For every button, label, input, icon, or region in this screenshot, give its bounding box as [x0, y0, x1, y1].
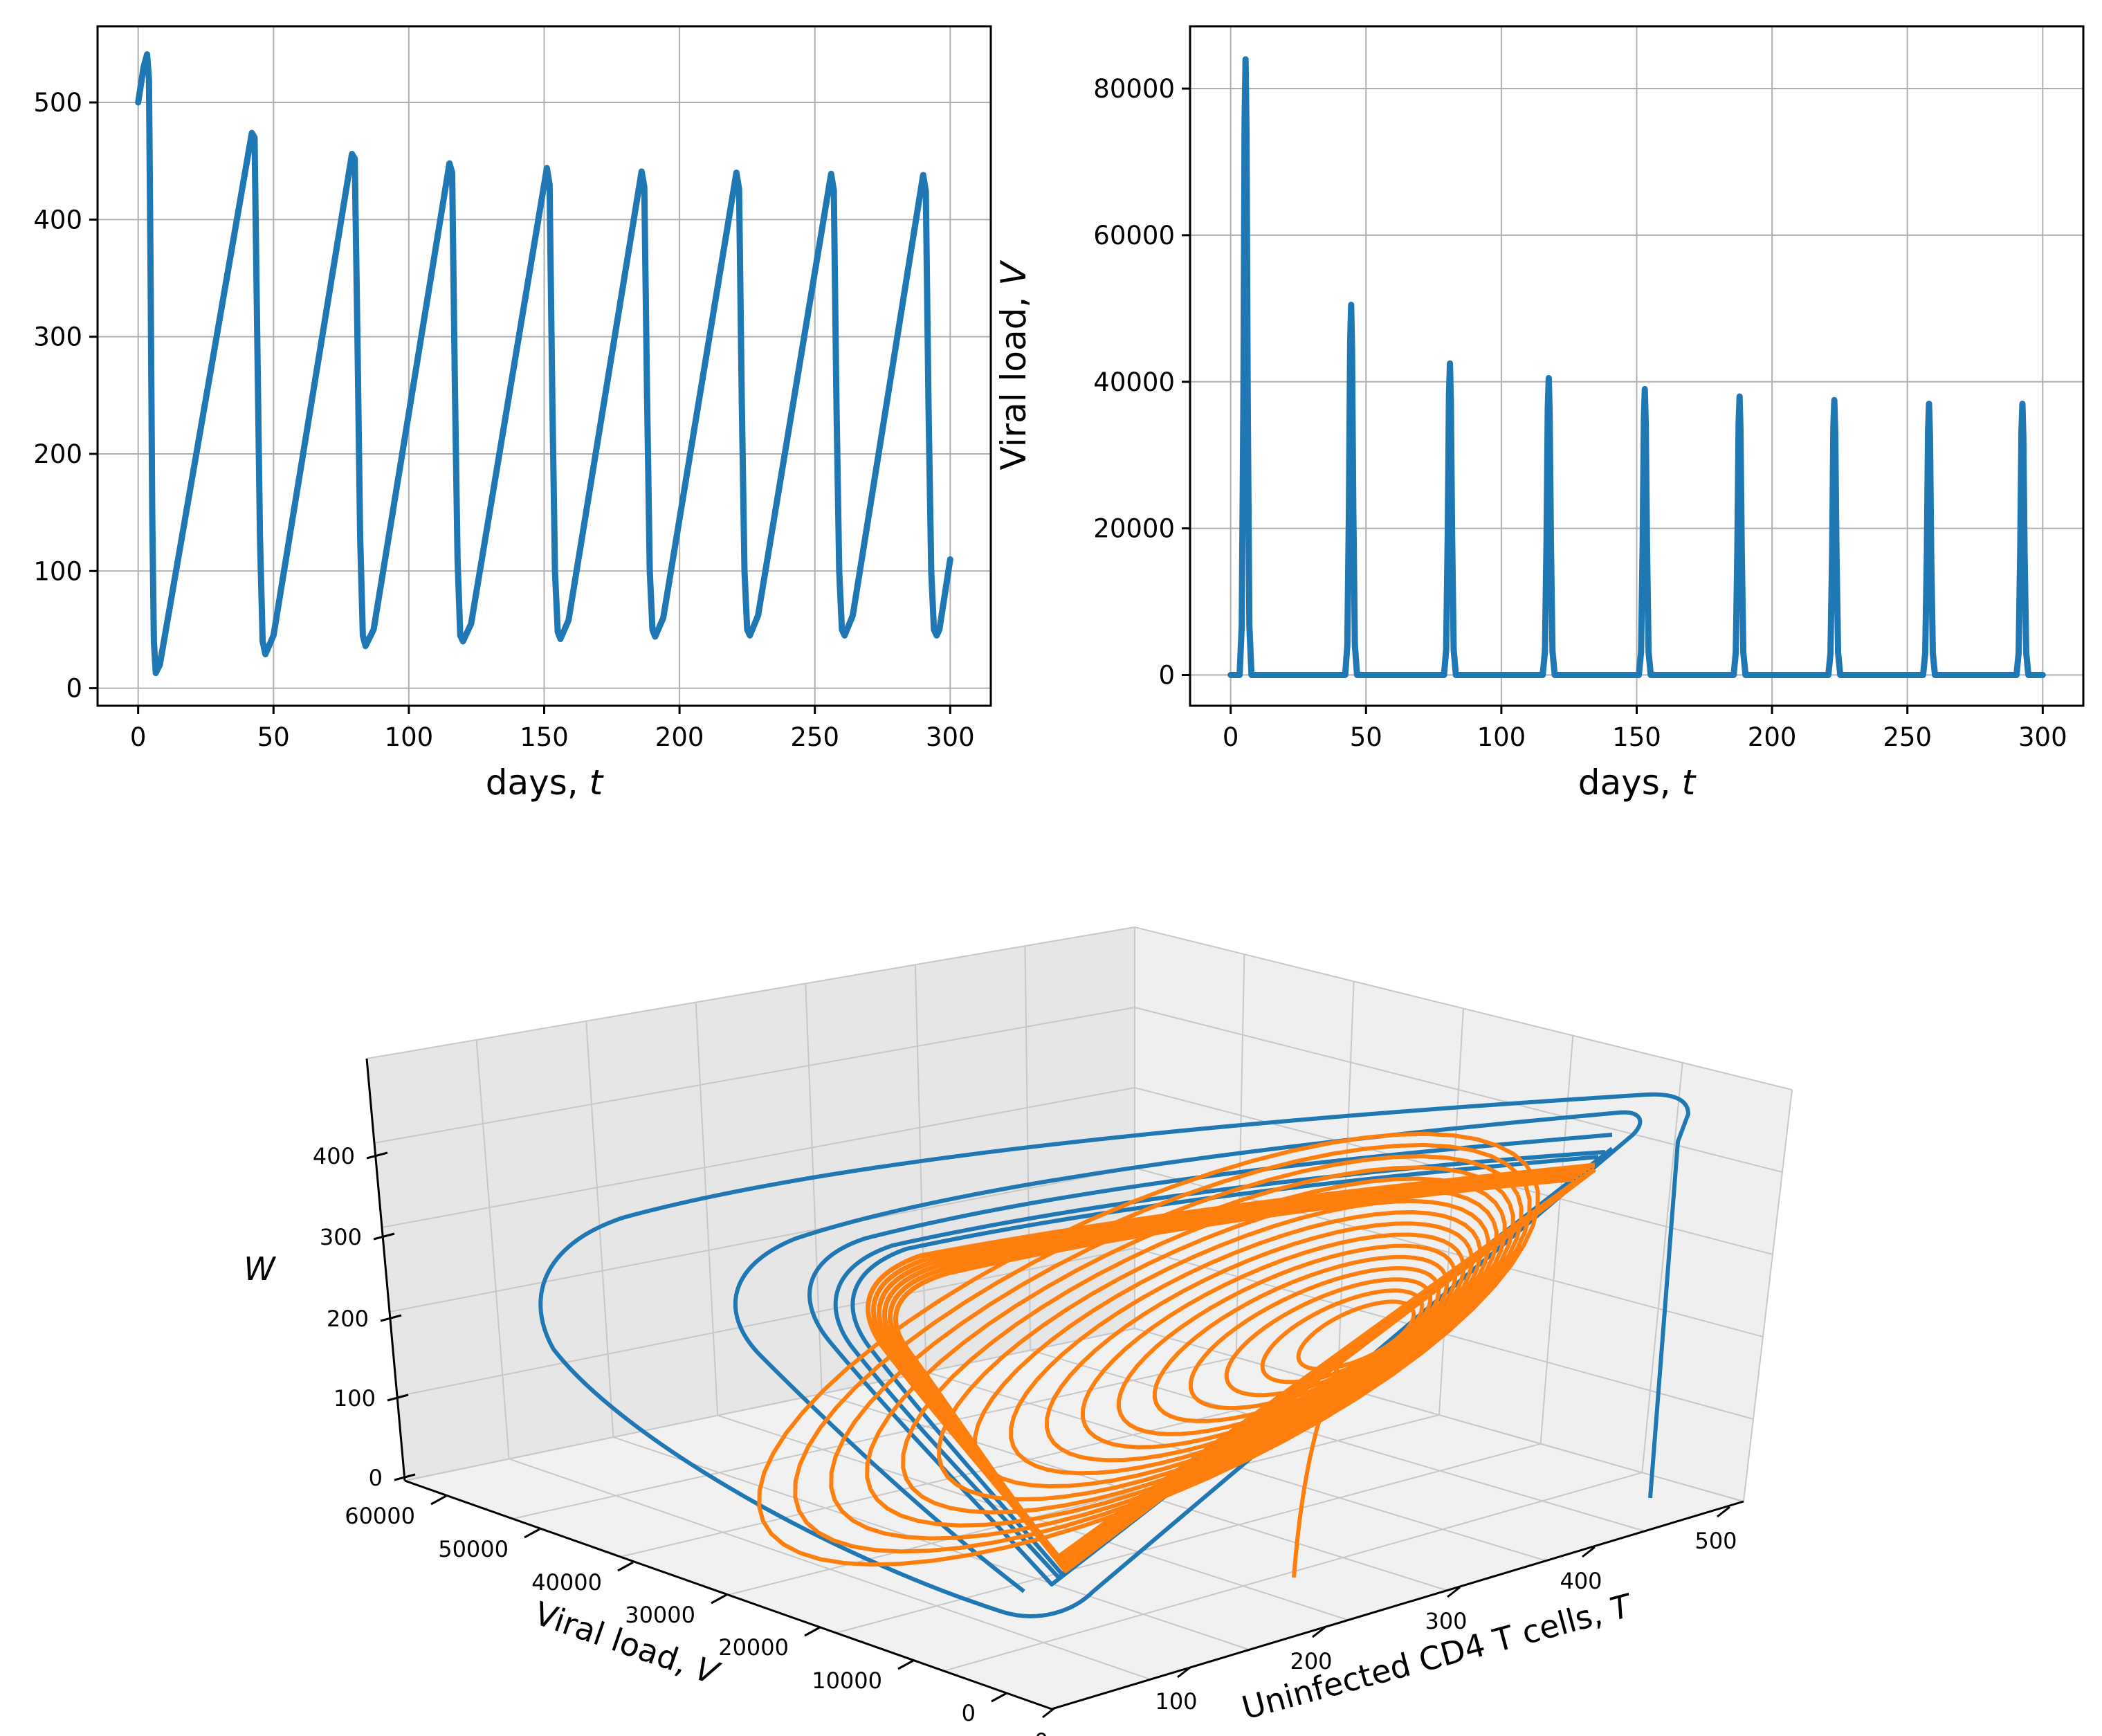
t-tick-label: 300 — [1425, 1608, 1467, 1634]
v-tick-label: 50000 — [438, 1536, 509, 1562]
z-tick-label: 100 — [333, 1385, 376, 1411]
y-tick-label: 60000 — [1093, 221, 1175, 250]
v-axis-line — [404, 1479, 1052, 1710]
z-tick-label: 200 — [327, 1306, 369, 1332]
t-axis-line — [1051, 1500, 1744, 1710]
x-tick-label: 300 — [2018, 722, 2067, 752]
t-tick-label: 400 — [1560, 1568, 1602, 1594]
grid-line — [404, 1328, 1135, 1481]
z-axis-line — [365, 1058, 406, 1481]
t-tick-label: 200 — [1290, 1648, 1332, 1674]
x-tick-label: 150 — [1612, 722, 1661, 752]
trajectory-2-start — [1292, 1355, 1344, 1578]
v-tick — [711, 1593, 727, 1605]
series-line — [135, 51, 953, 677]
y-tick-label: 500 — [33, 88, 82, 118]
y-tick-label: 200 — [33, 439, 82, 469]
x-tick-label: 150 — [520, 722, 569, 752]
t-tick — [1447, 1586, 1461, 1598]
grid-line — [1134, 1007, 1783, 1173]
v-tick-label: 60000 — [345, 1503, 415, 1529]
y-tick-label: 300 — [33, 322, 82, 352]
chart-3d-phase-portrait: 0 100 200 300 400 W 0 10000 20000 30000 40000 50000… — [244, 926, 1793, 1736]
x-axis-label: days, t — [1578, 762, 1697, 803]
y-axis-label: Viral load, V — [994, 259, 1034, 470]
grid-line — [1539, 1035, 1574, 1444]
y-tick-label: 80000 — [1093, 74, 1175, 104]
trajectory-1-line — [850, 1155, 1600, 1576]
v-tick — [524, 1528, 540, 1539]
t-tick — [1582, 1546, 1596, 1558]
v-tick-label: 40000 — [531, 1569, 602, 1596]
trajectory-2-loop — [757, 1131, 1540, 1567]
grid-line — [914, 965, 927, 1372]
grid-line — [1134, 926, 1793, 1090]
t-tick-label: 0 — [1034, 1728, 1048, 1736]
t-tick — [1312, 1626, 1326, 1638]
y-tick-label: 400 — [33, 205, 82, 235]
x-tick-label: 200 — [1748, 722, 1797, 752]
x-tick-label: 100 — [1477, 722, 1526, 752]
y-tick-label: 100 — [33, 556, 82, 586]
grid-line — [475, 1039, 510, 1459]
trajectory-1-line — [538, 1092, 1690, 1618]
grid-line — [374, 1007, 1135, 1144]
series-line — [1227, 56, 2046, 678]
z-tick — [387, 1394, 409, 1402]
grid-line — [1743, 1089, 1793, 1502]
v-tick — [617, 1561, 634, 1572]
y-tick-label: 0 — [66, 674, 82, 704]
t-tick-label: 100 — [1155, 1688, 1197, 1715]
z-tick-label: 300 — [320, 1224, 362, 1250]
x-tick-label: 250 — [1883, 722, 1932, 752]
chart-viral-load-over-time: 0 50 100 150 200 250 300 0 20000 40000 60000 80000 d… — [994, 25, 2085, 803]
y-tick-label: 20000 — [1093, 514, 1175, 544]
grid-line — [366, 926, 1135, 1059]
grid-line — [1641, 1062, 1683, 1473]
x-tick-label: 250 — [790, 722, 839, 752]
z-tick — [380, 1314, 402, 1322]
grid-line — [389, 1167, 1135, 1313]
chart-cd4-over-time: 0 50 100 150 200 250 300 0 100 200 300 400 500 days, … — [33, 25, 992, 803]
y-tick-label: 40000 — [1093, 367, 1175, 397]
back-left-pane — [367, 927, 1135, 1481]
x-tick-label: 0 — [1223, 722, 1239, 752]
z-axis-label: W — [244, 1250, 276, 1288]
t-tick — [1177, 1666, 1191, 1679]
grid-line — [620, 1385, 1338, 1557]
grid-line — [1235, 954, 1245, 1358]
v-tick — [804, 1626, 821, 1637]
z-tick-label: 400 — [313, 1143, 355, 1169]
grid-line — [381, 1087, 1135, 1228]
v-tick — [430, 1495, 447, 1506]
grid-line — [1438, 1008, 1464, 1416]
z-tick — [394, 1473, 416, 1481]
t-tick — [1717, 1506, 1730, 1518]
x-tick-label: 200 — [655, 722, 704, 752]
y-tick-label: 0 — [1158, 661, 1175, 691]
x-tick-label: 300 — [926, 722, 975, 752]
v-tick-label: 10000 — [812, 1668, 882, 1694]
grid-line — [836, 1443, 1541, 1634]
x-tick-label: 50 — [257, 722, 290, 752]
t-tick-label: 500 — [1694, 1528, 1737, 1554]
v-tick-label: 0 — [962, 1700, 976, 1726]
t-tick — [1042, 1706, 1056, 1719]
x-axis-label: days, t — [486, 762, 605, 803]
grid-line — [695, 1002, 719, 1416]
trajectory-2-band — [893, 1176, 1576, 1560]
x-tick-label: 50 — [1350, 722, 1382, 752]
v-tick — [991, 1692, 1007, 1703]
v-tick — [897, 1659, 914, 1670]
v-tick-label: 30000 — [625, 1602, 695, 1628]
x-tick-label: 0 — [130, 722, 147, 752]
z-tick-label: 0 — [369, 1465, 383, 1491]
x-tick-label: 100 — [385, 722, 434, 752]
v-tick-label: 20000 — [718, 1634, 789, 1661]
z-tick — [366, 1151, 388, 1160]
z-tick — [373, 1232, 395, 1241]
